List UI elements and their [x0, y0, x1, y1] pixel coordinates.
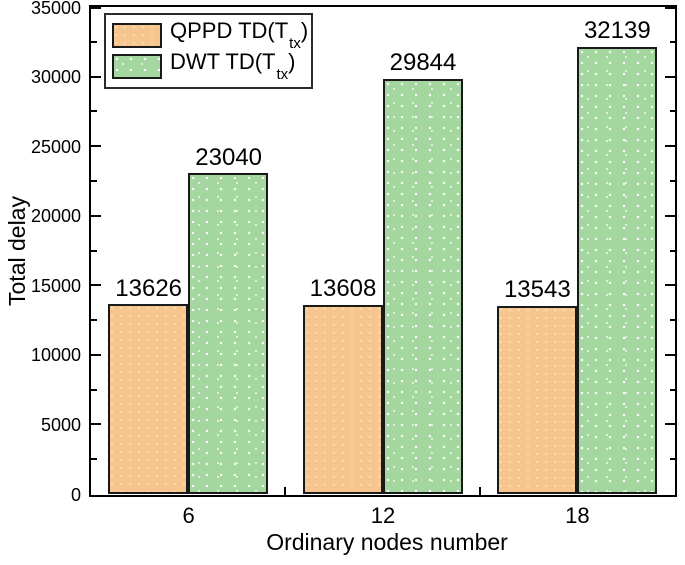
legend-label-dwt-suffix: )	[288, 49, 296, 75]
bar-qppd-18	[496, 305, 577, 494]
bar-value-label: 32139	[583, 17, 651, 45]
y-major-tick	[91, 423, 101, 426]
legend-swatch-qppd	[112, 23, 162, 48]
y-major-tick	[665, 145, 675, 148]
y-major-tick	[91, 75, 101, 78]
y-minor-tick	[669, 458, 675, 461]
y-tick-label: 30000	[30, 67, 81, 88]
y-major-tick	[91, 7, 101, 9]
y-minor-tick	[91, 458, 97, 461]
plot-area	[89, 5, 677, 497]
legend: QPPD TD(Ttx) DWT TD(Ttx)	[104, 13, 313, 89]
y-major-tick	[91, 214, 101, 217]
y-major-tick	[665, 214, 675, 217]
y-minor-tick	[91, 319, 97, 322]
y-major-tick	[665, 7, 675, 9]
legend-label-dwt: DWT TD(Ttx)	[170, 49, 296, 83]
legend-label-dwt-subscript: tx	[276, 65, 289, 83]
y-minor-tick	[91, 388, 97, 391]
x-separator-tick	[284, 487, 287, 495]
legend-swatch-dwt	[112, 54, 162, 79]
y-major-tick	[665, 75, 675, 78]
y-minor-tick	[669, 388, 675, 391]
bar-dwt-6	[188, 173, 269, 494]
x-category-label: 12	[370, 503, 396, 528]
y-major-tick	[91, 145, 101, 148]
y-axis-title: Total delay	[4, 196, 30, 306]
y-tick-label: 25000	[30, 136, 81, 157]
y-minor-tick	[91, 179, 97, 182]
bar-dwt-12	[382, 78, 463, 494]
bar-value-label: 29844	[389, 49, 457, 77]
y-major-tick	[665, 284, 675, 287]
bar-qppd-6	[108, 304, 189, 494]
x-separator-tick	[478, 487, 481, 495]
bar-value-label: 13543	[503, 276, 571, 304]
y-minor-tick	[91, 110, 97, 113]
y-tick-label: 15000	[30, 275, 81, 296]
legend-item-dwt: DWT TD(Ttx)	[112, 49, 305, 83]
y-minor-tick	[669, 249, 675, 252]
y-tick-label: 10000	[30, 345, 81, 366]
bar-value-label: 13626	[115, 274, 183, 302]
y-tick-label: 20000	[30, 206, 81, 227]
legend-label-qppd: QPPD TD(Ttx)	[170, 18, 308, 52]
y-minor-tick	[91, 40, 97, 43]
y-major-tick	[91, 353, 101, 356]
y-major-tick	[665, 423, 675, 426]
y-major-tick	[665, 353, 675, 356]
y-minor-tick	[669, 40, 675, 43]
legend-label-qppd-suffix: )	[300, 18, 309, 44]
y-tick-label: 5000	[40, 414, 81, 435]
legend-label-qppd-subscript: tx	[289, 34, 301, 52]
bar-dwt-18	[576, 46, 657, 494]
y-minor-tick	[91, 249, 97, 252]
legend-label-dwt-prefix: DWT TD(T	[170, 49, 276, 75]
y-major-tick	[91, 284, 101, 287]
y-minor-tick	[669, 319, 675, 322]
x-axis-title: Ordinary nodes number	[266, 529, 508, 555]
y-minor-tick	[669, 179, 675, 182]
legend-item-qppd: QPPD TD(Ttx)	[112, 18, 308, 52]
bar-value-label: 13608	[309, 275, 377, 303]
y-minor-tick	[669, 110, 675, 113]
bar-value-label: 23040	[195, 143, 263, 171]
legend-label-qppd-prefix: QPPD TD(T	[170, 18, 289, 44]
y-tick-label: 35000	[30, 0, 81, 18]
bar-qppd-12	[302, 304, 383, 494]
x-category-label: 6	[182, 503, 195, 528]
y-tick-label: 0	[70, 484, 81, 505]
x-category-label: 18	[565, 503, 590, 528]
